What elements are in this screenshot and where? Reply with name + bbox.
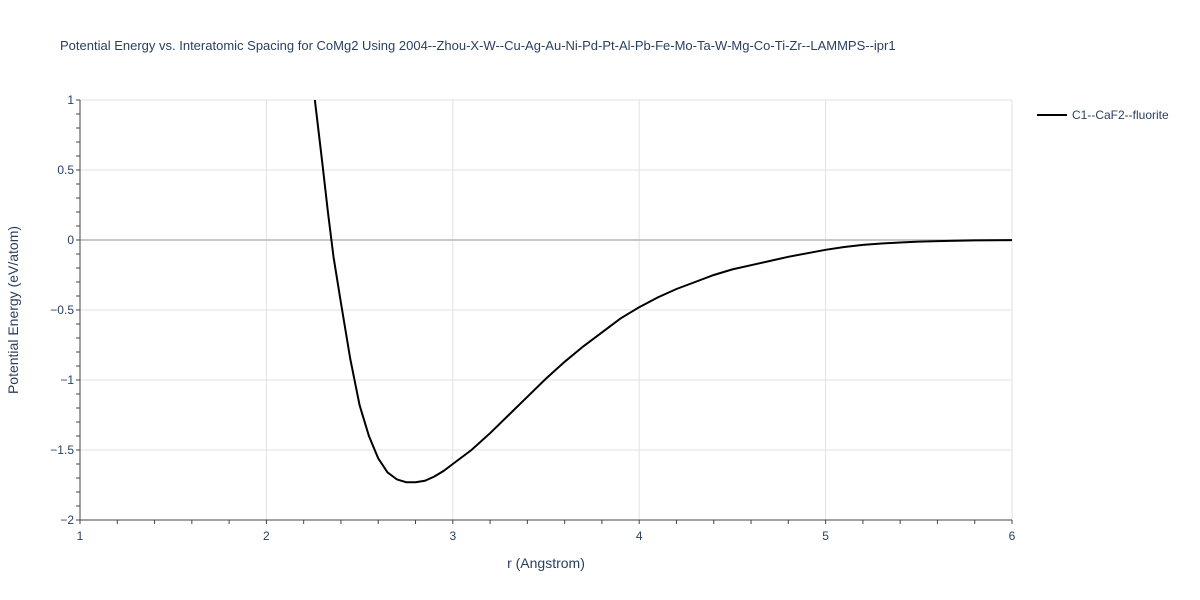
y-tick-label: −1: [60, 373, 74, 387]
y-tick-label: 1: [67, 93, 74, 107]
x-tick-label: 1: [77, 529, 84, 543]
chart-title: Potential Energy vs. Interatomic Spacing…: [60, 38, 896, 53]
x-tick-label: 3: [449, 529, 456, 543]
grid: [79, 99, 1013, 521]
y-tick-label: −0.5: [50, 303, 74, 317]
axes: 1 2 3 4 5 6 1 0.5 0 −0.5 −1 −1.5 −2: [50, 93, 1015, 543]
x-tick-label: 6: [1009, 529, 1016, 543]
x-tick-label: 4: [636, 529, 643, 543]
legend: C1--CaF2--fluorite: [1037, 108, 1169, 122]
y-tick-label: 0.5: [57, 163, 74, 177]
x-tick-label: 5: [822, 529, 829, 543]
plot-area: [313, 100, 1012, 484]
y-tick-label: 0: [67, 233, 74, 247]
x-tick-label: 2: [263, 529, 270, 543]
x-axis-title: r (Angstrom): [507, 555, 585, 571]
y-tick-label: −1.5: [50, 443, 74, 457]
y-axis-title: Potential Energy (eV/atom): [5, 226, 21, 394]
series-line: [313, 100, 1012, 484]
legend-label: C1--CaF2--fluorite: [1072, 108, 1169, 122]
y-tick-label: −2: [60, 513, 74, 527]
